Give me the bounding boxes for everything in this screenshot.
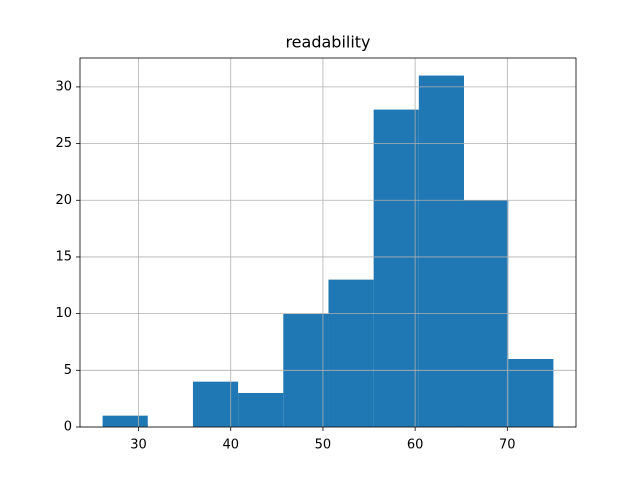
chart-title: readability [285,33,370,52]
y-tick-label: 30 [55,79,72,94]
y-tick-label: 15 [55,249,72,264]
x-tick-label: 30 [130,438,147,453]
x-tick-label: 60 [407,438,424,453]
y-tick-label: 5 [64,363,72,378]
y-tick-label: 10 [55,306,72,321]
bar [328,279,374,427]
bar [102,415,148,427]
y-tick-label: 20 [55,193,72,208]
x-tick-label: 70 [499,438,516,453]
bar [192,381,239,427]
bar [508,358,554,427]
y-tick-label: 25 [55,136,72,151]
bar [238,392,284,427]
bar [373,109,419,428]
x-tick-label: 40 [222,438,239,453]
plot-frame [79,57,577,428]
y-tick-label: 0 [64,420,72,435]
bar [418,75,464,428]
x-tick-label: 50 [315,438,332,453]
